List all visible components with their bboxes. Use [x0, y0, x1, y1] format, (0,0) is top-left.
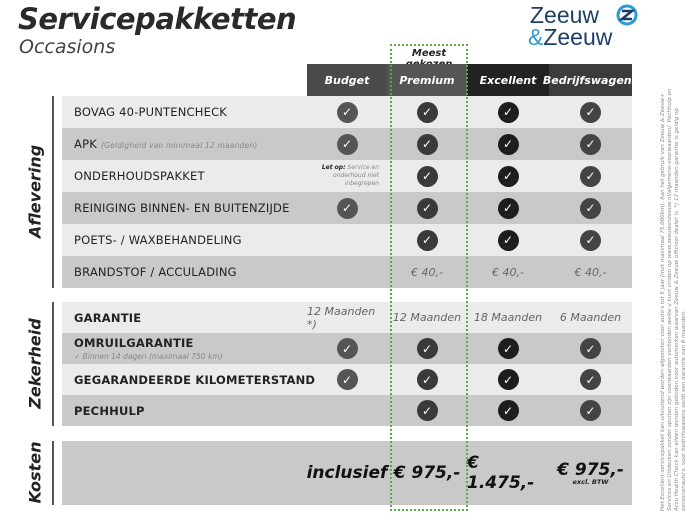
section-label-kosten: Kosten — [25, 441, 45, 504]
check-icon: ✓ — [416, 165, 438, 187]
check-icon: ✓ — [580, 338, 601, 359]
logo-ampersand: & — [528, 24, 544, 50]
row-label: ONDERHOUDSPAKKET — [74, 169, 205, 183]
row-label: POETS- / WAXBEHANDELING — [74, 233, 242, 247]
section-label-zekerheid: Zekerheid — [25, 318, 45, 409]
cell-value: 12 Maanden *) — [307, 304, 376, 331]
page-subtitle: Occasions — [19, 36, 116, 58]
column-header-bedrijfswagens: Bedrijfswagens — [543, 64, 638, 96]
row-label: GEGARANDEERDE KILOMETERSTAND — [74, 372, 316, 387]
row-sublabel: ✓ Binnen 14 dagen (maximaal 750 km) — [74, 352, 223, 361]
check-icon: ✓ — [416, 133, 438, 155]
cell-value: 12 Maanden — [392, 311, 462, 324]
cell-value: € 40,- — [492, 265, 524, 279]
check-icon: ✓ — [497, 101, 519, 123]
logo-z-icon — [616, 4, 638, 26]
row-label: BRANDSTOF / ACCULADING — [74, 265, 237, 279]
table-row: REINIGING BINNEN- EN BUITENZIJDE ✓ ✓ ✓ ✓ — [62, 192, 632, 224]
check-icon: ✓ — [580, 133, 601, 155]
check-icon: ✓ — [497, 165, 519, 187]
check-icon: ✓ — [497, 197, 519, 219]
check-icon: ✓ — [336, 338, 358, 359]
table-row: APK (Geldigheid van minimaal 12 maanden) ✓… — [62, 128, 632, 160]
check-icon: ✓ — [497, 400, 519, 421]
row-label: OMRUILGARANTIE — [74, 336, 194, 350]
row-label: GARANTIE — [74, 310, 142, 325]
check-icon: ✓ — [580, 229, 601, 251]
logo-text-1: Zeeuw — [530, 2, 600, 28]
price-bedrijfswagens: € 975,- — [557, 460, 624, 480]
check-icon: ✓ — [416, 338, 438, 359]
table-row: ONDERHOUDSPAKKET Let op: Service en onder… — [62, 160, 632, 192]
brand-logo: Zeeuw &Zeeuw — [528, 4, 638, 52]
check-icon: ✓ — [416, 369, 438, 390]
check-icon: ✓ — [580, 197, 601, 219]
table-row: GEGARANDEERDE KILOMETERSTAND ✓ ✓ ✓ ✓ — [62, 364, 632, 395]
check-icon: ✓ — [497, 133, 519, 155]
cell-value: € 40,- — [574, 265, 607, 279]
check-icon: ✓ — [497, 229, 519, 251]
check-icon: ✓ — [580, 369, 601, 390]
check-icon: ✓ — [497, 369, 519, 390]
section-divider — [52, 441, 54, 505]
price-premium: € 975,- — [393, 463, 461, 483]
column-header-budget: Budget — [307, 64, 387, 96]
check-icon: ✓ — [416, 229, 438, 251]
cell-value: 6 Maanden — [559, 311, 622, 324]
check-icon: ✓ — [580, 400, 601, 421]
check-icon: ✓ — [416, 197, 438, 219]
price-row: inclusief € 975,- € 1.475,- € 975,- excl. BT… — [62, 441, 632, 505]
check-icon: ✓ — [497, 338, 519, 359]
check-icon: ✓ — [336, 133, 358, 155]
table-row: GARANTIE 12 Maanden *) 12 Maanden 18 Maande… — [62, 302, 632, 333]
row-sublabel: (Geldigheid van minimaal 12 maanden) — [100, 141, 258, 150]
footnote: Het Excellent-servicepakket kan uitsluit… — [660, 88, 685, 511]
table-row: OMRUILGARANTIE ✓ Binnen 14 dagen (maximaa… — [62, 333, 632, 364]
price-excellent: € 1.475,- — [467, 453, 535, 493]
row-label: BOVAG 40-PUNTENCHECK — [74, 105, 228, 119]
column-header-premium: Premium — [387, 64, 467, 96]
table-row: BRANDSTOF / ACCULADING € 40,- € 40,- € 40,- — [62, 256, 632, 288]
check-icon: ✓ — [416, 101, 438, 123]
logo-text-2: Zeeuw — [543, 24, 613, 50]
price-note: excl. BTW — [572, 478, 609, 486]
check-icon: ✓ — [336, 101, 358, 123]
row-label: APK (Geldigheid van minimaal 12 maanden) — [74, 137, 258, 151]
table-row: PECHHULP ✓ ✓ ✓ — [62, 395, 632, 426]
check-icon: ✓ — [336, 369, 358, 390]
price-budget: inclusief — [306, 463, 388, 483]
row-label: PECHHULP — [74, 403, 145, 418]
check-icon: ✓ — [416, 400, 438, 421]
cell-value: € 40,- — [411, 265, 443, 279]
check-icon: ✓ — [580, 101, 601, 123]
check-icon: ✓ — [580, 165, 601, 187]
section-divider — [52, 96, 54, 288]
row-label: REINIGING BINNEN- EN BUITENZIJDE — [74, 201, 290, 215]
cell-note: Let op: Service en onderhoud niet inbegr… — [321, 164, 379, 187]
column-header-excellent: Excellent — [467, 64, 549, 96]
table-row: BOVAG 40-PUNTENCHECK ✓ ✓ ✓ ✓ — [62, 96, 632, 128]
page-title: Servicepakketten — [18, 2, 297, 36]
table-row: POETS- / WAXBEHANDELING ✓ ✓ ✓ — [62, 224, 632, 256]
check-icon: ✓ — [336, 197, 358, 219]
section-divider — [52, 302, 54, 426]
cell-value: 18 Maanden — [473, 311, 543, 324]
section-label-aflevering: Aflevering — [25, 144, 45, 239]
